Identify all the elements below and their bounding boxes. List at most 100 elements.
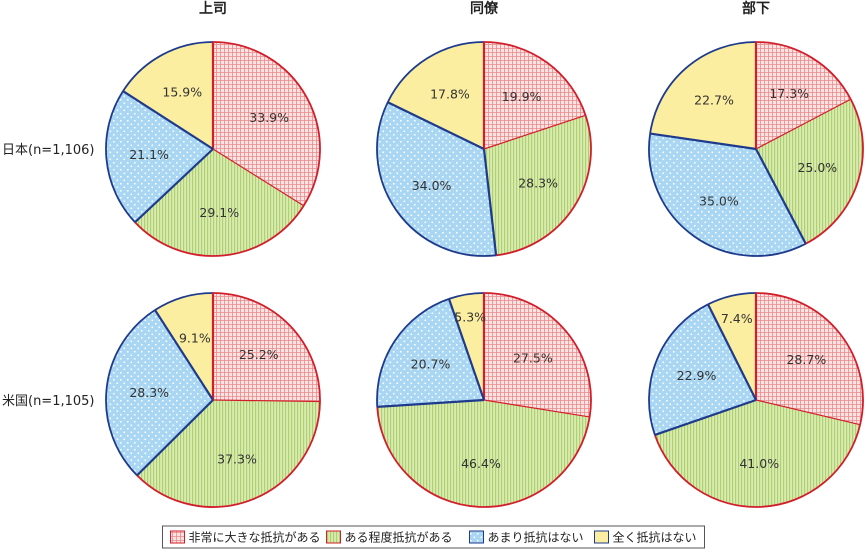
pie-outline-arc: [122, 41, 214, 92]
pie-slice-some: [654, 400, 861, 508]
pie-outline-arc: [212, 41, 321, 207]
legend-label: あまり抵抗はない: [488, 530, 584, 545]
pie-slice-very-large: [484, 42, 586, 149]
pie-data-label: 22.9%: [677, 368, 717, 383]
legend-label: ある程度抵抗がある: [345, 530, 453, 545]
pie-slice-very-large: [484, 293, 591, 417]
legend-label: 全く抵抗はない: [613, 530, 697, 545]
pie-slice-none: [708, 293, 756, 400]
pie-divider: [482, 148, 498, 256]
pie-slice-none: [650, 42, 756, 149]
pie-outline-arc: [649, 41, 757, 134]
pie-slice-very-large: [213, 42, 320, 206]
pie-outline-arc: [376, 406, 591, 508]
pie-slice-not-much: [648, 133, 806, 257]
pie-slice-none: [387, 41, 484, 149]
row-label: 日本(n=1,106): [2, 143, 95, 158]
pie-data-label: 25.0%: [797, 160, 837, 175]
pie-divider: [447, 298, 486, 401]
pie-data-label: 46.4%: [461, 456, 501, 471]
pie-data-label: 25.2%: [239, 347, 279, 362]
legend-swatch-none: [594, 530, 609, 544]
pie-outline-arc: [105, 90, 136, 223]
pie-data-label: 19.9%: [502, 89, 542, 104]
pie-slice-very-large: [756, 42, 851, 149]
pie-outline-arc: [448, 292, 485, 300]
pie-outline-arc: [755, 41, 852, 100]
pie: 27.5% 46.4% 20.7% 5.3%: [376, 292, 592, 508]
pie-outline-arc: [495, 115, 592, 257]
pie: 25.2% 37.3% 28.3% 9.1%: [105, 292, 321, 508]
pie-divider: [387, 101, 485, 150]
pie-slice-very-large: [213, 293, 320, 402]
pie-divider: [377, 398, 485, 408]
pie-data-label: 37.3%: [217, 452, 257, 467]
legend-swatch-not-much: [469, 530, 484, 544]
pie-divider: [212, 148, 305, 207]
pie-slice-not-much: [105, 91, 213, 223]
pie-outline-arc: [376, 298, 450, 407]
legend: 非常に大きな抵抗がある ある程度抵抗がある あまり抵抗はない 全く抵抗はない: [162, 525, 705, 549]
pie-data-label: 17.8%: [430, 87, 470, 102]
pie-data-label: 21.1%: [129, 147, 169, 162]
pie-slice-not-much: [649, 304, 756, 435]
pie-divider: [649, 132, 757, 151]
pie-slice-not-much: [106, 310, 213, 476]
pie-outline-arc: [154, 292, 214, 311]
column-title: 上司: [199, 1, 227, 17]
pie-data-label: 7.4%: [721, 311, 753, 326]
pie-data-label: 35.0%: [699, 193, 739, 208]
pie-divider: [134, 148, 214, 224]
pie-outline-arc: [648, 303, 709, 436]
pie-divider: [136, 399, 214, 477]
pie-slice-some: [377, 400, 590, 508]
pie-data-label: 22.7%: [694, 92, 734, 107]
pie-outline-arc: [105, 309, 156, 476]
pie-data-label: 9.1%: [179, 330, 211, 345]
pie-divider: [212, 399, 320, 403]
pie-data-label: 28.7%: [786, 352, 826, 367]
pie-divider: [654, 398, 757, 437]
pie-outline-arc: [648, 133, 807, 257]
pie-outline-arc: [654, 424, 861, 508]
pie-data-label: 20.7%: [411, 356, 451, 371]
legend-label: 非常に大きな抵抗がある: [189, 530, 321, 545]
pie-outline-arc: [483, 41, 587, 116]
pie-data-label: 27.5%: [513, 350, 553, 365]
pie-outline-arc: [483, 292, 592, 418]
pie-outline-arc: [707, 292, 757, 306]
pie-divider: [483, 114, 586, 150]
pie-slice-none: [155, 293, 213, 400]
column-title: 同僚: [470, 0, 499, 17]
pie-data-label: 33.9%: [249, 110, 289, 125]
pie-divider: [755, 148, 807, 245]
pie-divider: [755, 399, 861, 426]
pie: 28.7% 41.0% 22.9% 7.4%: [648, 292, 864, 508]
pie-slice-none: [123, 42, 213, 149]
pie-slice-very-large: [756, 293, 863, 425]
column-title: 部下: [742, 0, 770, 17]
pie: 19.9% 28.3% 34.0% 17.8%: [376, 41, 592, 257]
column-titles: 上司 同僚 部下: [199, 0, 770, 17]
pie-divider: [707, 303, 757, 401]
pie-divider: [154, 309, 214, 401]
pie-data-label: 5.3%: [454, 310, 486, 325]
pie-outline-arc: [386, 41, 485, 103]
pie-slice-some: [137, 400, 320, 507]
legend-swatch-very-large: [170, 530, 185, 544]
row-label: 米国(n=1,105): [2, 394, 95, 409]
pie-outline-arc: [376, 101, 497, 257]
pie-data-label: 34.0%: [412, 178, 452, 193]
pie-data-label: 41.0%: [739, 456, 779, 471]
pie-outline-arc: [134, 205, 305, 257]
pie-outline-arc: [136, 401, 321, 508]
pie-data-label: 29.1%: [199, 205, 239, 220]
pie-outline-arc: [755, 292, 864, 425]
pie-divider: [483, 399, 590, 418]
pie-slice-some: [484, 115, 591, 256]
row-labels: 日本(n=1,106) 米国(n=1,105): [2, 143, 95, 409]
pie-divider: [755, 98, 851, 150]
pie-data-label: 28.3%: [129, 385, 169, 400]
pie-data-label: 15.9%: [162, 85, 202, 100]
